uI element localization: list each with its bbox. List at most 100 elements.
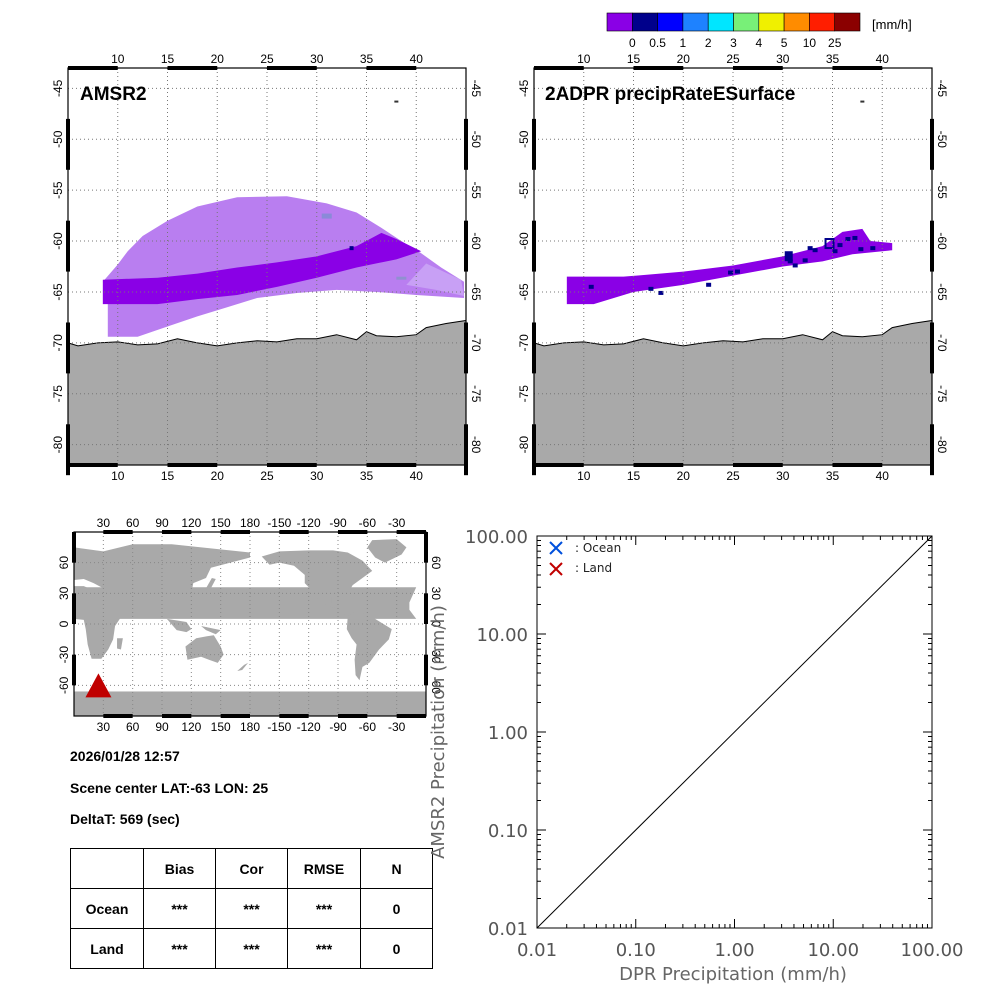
frame-bar [832,463,883,467]
map-marker [860,100,865,103]
frame-bar [424,593,428,624]
rain-cell-heavy [802,258,808,263]
lon-tick-label: 25 [726,52,740,66]
lat-tick-label: 60 [57,556,71,570]
y-tick-label: 0.10 [488,821,528,842]
x-tick-label: 0.01 [517,940,557,961]
amsr2-map-panel: 10 10 15 15 20 20 25 25 30 30 35 35 40 40 -45 -45 -50 -50… [51,52,483,483]
lon-tick-label: 35 [826,469,840,483]
lat-tick-label: -75 [469,385,483,403]
rain-cell-heavy [728,270,734,275]
north-america-land [261,550,373,616]
lat-tick-label: 30 [429,587,443,601]
lon-tick-label: -60 [359,516,377,530]
frame-bar [366,463,417,467]
lon-tick-label: 180 [240,720,260,734]
lon-tick-label: 35 [360,469,374,483]
rain-cell-blue [321,213,332,219]
colorbar-tick-label: 1 [680,36,687,50]
rain-cell-heavy [824,238,835,250]
rain-cell-blue [396,276,407,280]
rain-area-medium [102,232,422,305]
lon-tick-label: 10 [577,52,591,66]
lon-tick-label: -90 [329,720,347,734]
lon-tick-label: 20 [211,52,225,66]
frame-bar [267,463,317,467]
frame-bar [424,532,428,563]
frame-bar [532,322,536,374]
frame-bar [633,66,684,70]
lat-tick-label: -55 [51,181,65,199]
colorbar-labels: 0 0.5 1 2 3 4 5 10 25 [629,36,842,50]
table-header-row: Bias Cor RMSE N [70,848,433,889]
colorbar-tick-label: 4 [755,36,762,50]
colorbar-tick-label: 5 [781,36,788,50]
frame-bar [72,654,76,686]
frame-bar [103,714,133,718]
frame-bar [930,322,934,374]
table-cell-bias: *** [143,928,216,969]
lon-tick-label: 150 [211,516,231,530]
lon-tick-label: 20 [677,469,691,483]
lat-tick-label: -80 [469,436,483,454]
madagascar-land [117,638,123,650]
frame-bar [72,593,76,624]
south-america-land [346,612,392,681]
y-tick-label: 10.00 [476,625,528,646]
colorbar-tick-label: 0.5 [649,36,666,50]
scene-datetime: 2026/01/28 12:57 [70,748,180,764]
table-cell-rmse: *** [287,888,361,929]
lat-tick-label: -30 [57,646,71,664]
lon-tick-label: 30 [776,52,790,66]
rain-cell-heavy [658,290,664,295]
australia-land [185,635,224,663]
rain-cell-heavy [837,243,843,248]
frame-bar [220,714,250,718]
x-tick-label: 10.00 [807,940,859,961]
table-cell-cor: *** [215,928,288,969]
lat-tick-label: 0 [57,620,71,627]
frame-bar [72,532,76,563]
lon-tick-label: 35 [826,52,840,66]
rain-cell-heavy [706,282,712,287]
legend-land-label: : Land [575,561,612,575]
legend-land-marker [549,562,563,576]
frame-bar [66,322,70,374]
y-tick-label: 1.00 [488,723,528,744]
lat-tick-label: 30 [57,586,71,600]
statistics-table: Bias Cor RMSE N Ocean *** *** *** 0 Land… [70,848,433,969]
frame-bar [66,118,70,170]
rain-cell-heavy [812,248,818,253]
x-axis-label: DPR Precipitation (mm/h) [619,964,847,985]
lat-tick-label: -55 [517,181,531,199]
lat-tick-label: -50 [51,130,65,148]
frame-bar [66,424,70,476]
frame-bar [930,118,934,170]
scene-delta-t: DeltaT: 569 (sec) [70,811,180,827]
lat-tick-label: -70 [935,334,949,352]
rain-cell-heavy [852,235,858,240]
lon-tick-label: -120 [297,720,321,734]
legend-ocean-marker [549,541,563,555]
frame-bar [832,66,883,70]
lat-tick-label: -55 [935,181,949,199]
frame-bar [534,463,584,467]
rain-area-pale [406,263,465,297]
lon-tick-label: 40 [876,52,890,66]
frame-bar [396,714,426,718]
lat-tick-label: -45 [517,79,531,97]
frame-bar [464,118,468,170]
frame-bar [930,220,934,272]
lat-tick-label: -60 [469,232,483,250]
lat-tick-label: -65 [51,283,65,301]
frame-bar [464,220,468,272]
one-to-one-line [536,535,933,929]
rain-cell-heavy [734,269,740,274]
map-title: AMSR2 [80,84,147,105]
colorbar-tick-label: 3 [730,36,737,50]
colorbar-boxes [606,12,861,32]
lat-tick-label: -55 [469,181,483,199]
lat-tick-label: -45 [51,79,65,97]
rain-cell-heavy [845,236,851,241]
frame-bar [366,66,417,70]
